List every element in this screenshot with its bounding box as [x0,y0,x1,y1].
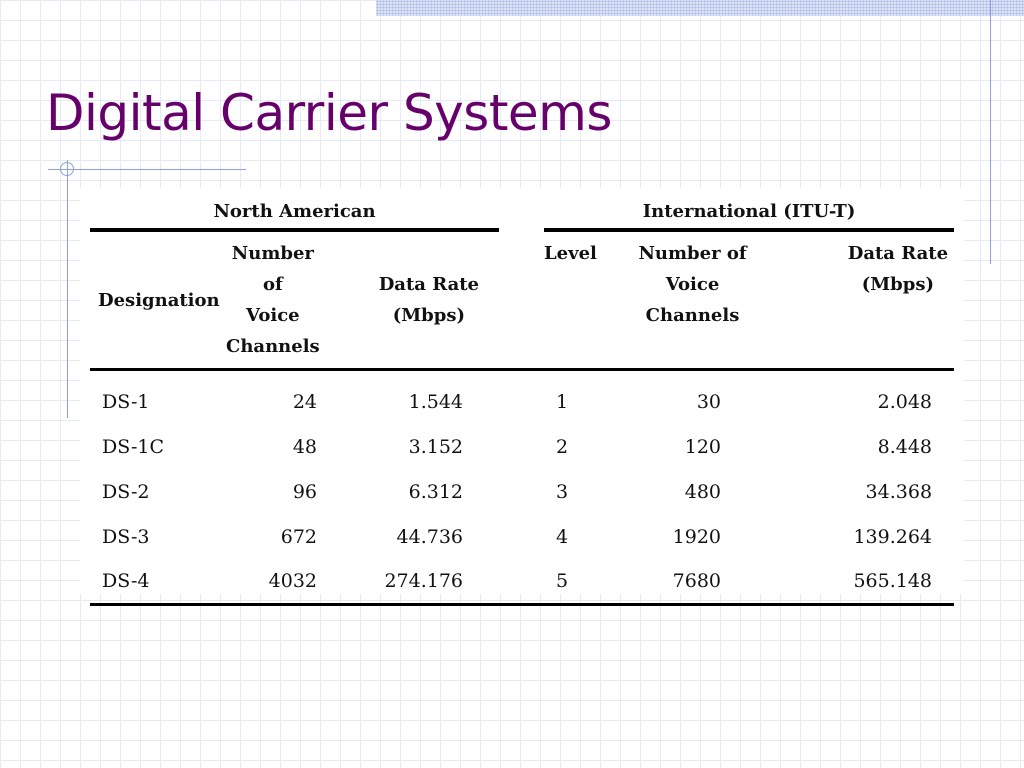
cell-na-channels: 48 [292,435,317,458]
cell-designation: DS-1 [102,390,150,413]
group-header-row: North American International (ITU-T) [90,194,955,232]
header-gap [499,232,545,371]
table-panel: North American International (ITU-T) Des… [80,188,964,606]
cell-na-data-rate: 274.176 [329,559,500,606]
cell-gap [499,371,544,424]
table-row: DS-3 672 44.736 4 1920 139.264 [90,514,954,559]
cell-na-channels: 24 [292,390,317,413]
col-itu-data-rate: Data Rate (Mbps) [751,232,955,371]
col-itu-channels-line: Number of [638,243,747,264]
group-gap [499,194,544,232]
cell-itu-data-rate: 565.148 [751,559,955,606]
col-designation: Designation [90,232,226,371]
col-itu-channels-line: Voice [665,274,720,295]
cell-na-data-rate: 44.736 [396,525,464,548]
cell-gap [499,559,545,606]
title-underline-rule [48,169,246,170]
col-itu-channels: Number of Voice Channels [634,232,752,371]
cell-itu-channels: 7680 [634,559,752,606]
col-itu-data-rate-line: Data Rate [847,243,949,264]
cell-level: 3 [556,480,569,503]
column-header-row: Designation Number of Voice Channels Dat… [90,232,955,371]
cell-gap [499,469,544,514]
col-na-channels-line: Voice [246,305,300,326]
header-texture-band [376,0,1024,16]
cell-designation: DS-3 [102,525,150,548]
cell-itu-channels: 120 [684,435,722,458]
cell-na-channels: 672 [280,525,317,548]
col-na-channels-line: Number of [231,243,314,295]
right-accent-rule [990,0,991,264]
group-international: International (ITU-T) [544,194,955,232]
table-row: DS-4 4032 274.176 5 7680 565.148 [90,559,955,606]
cell-level: 5 [544,559,635,606]
cell-na-data-rate: 1.544 [408,390,464,413]
cell-na-data-rate: 6.312 [408,480,464,503]
left-accent-rule [67,160,68,418]
table-row: DS-1C 48 3.152 2 120 8.448 [90,424,954,469]
col-level: Level [544,232,635,371]
cell-gap [499,514,544,559]
cell-itu-data-rate: 8.448 [877,435,933,458]
cell-itu-data-rate: 2.048 [877,390,933,413]
col-itu-data-rate-line: (Mbps) [861,274,934,295]
carrier-systems-table: North American International (ITU-T) Des… [90,194,955,606]
col-na-channels-line: Channels [226,336,320,357]
cell-itu-data-rate: 139.264 [853,525,933,548]
col-itu-channels-line: Channels [645,305,740,326]
cell-level: 1 [556,390,569,413]
slide-title: Digital Carrier Systems [46,84,612,142]
cell-gap [499,424,544,469]
cell-itu-channels: 480 [684,480,722,503]
cell-itu-channels: 30 [696,390,722,413]
ornament-circle-icon [60,162,74,176]
col-na-data-rate-line: (Mbps) [392,305,465,326]
cell-designation: DS-1C [102,435,164,458]
cell-na-channels: 4032 [226,559,329,606]
col-na-data-rate: Data Rate (Mbps) [329,232,500,371]
cell-na-data-rate: 3.152 [408,435,464,458]
cell-designation: DS-2 [102,480,150,503]
cell-na-channels: 96 [292,480,317,503]
cell-designation: DS-4 [90,559,226,606]
table-row: DS-2 96 6.312 3 480 34.368 [90,469,954,514]
group-north-american: North American [90,194,500,232]
cell-level: 2 [556,435,569,458]
col-na-data-rate-line: Data Rate [378,274,480,295]
cell-itu-data-rate: 34.368 [865,480,933,503]
cell-level: 4 [556,525,569,548]
cell-itu-channels: 1920 [672,525,722,548]
col-na-channels: Number of Voice Channels [226,232,329,371]
table-row: DS-1 24 1.544 1 30 2.048 [90,371,954,424]
